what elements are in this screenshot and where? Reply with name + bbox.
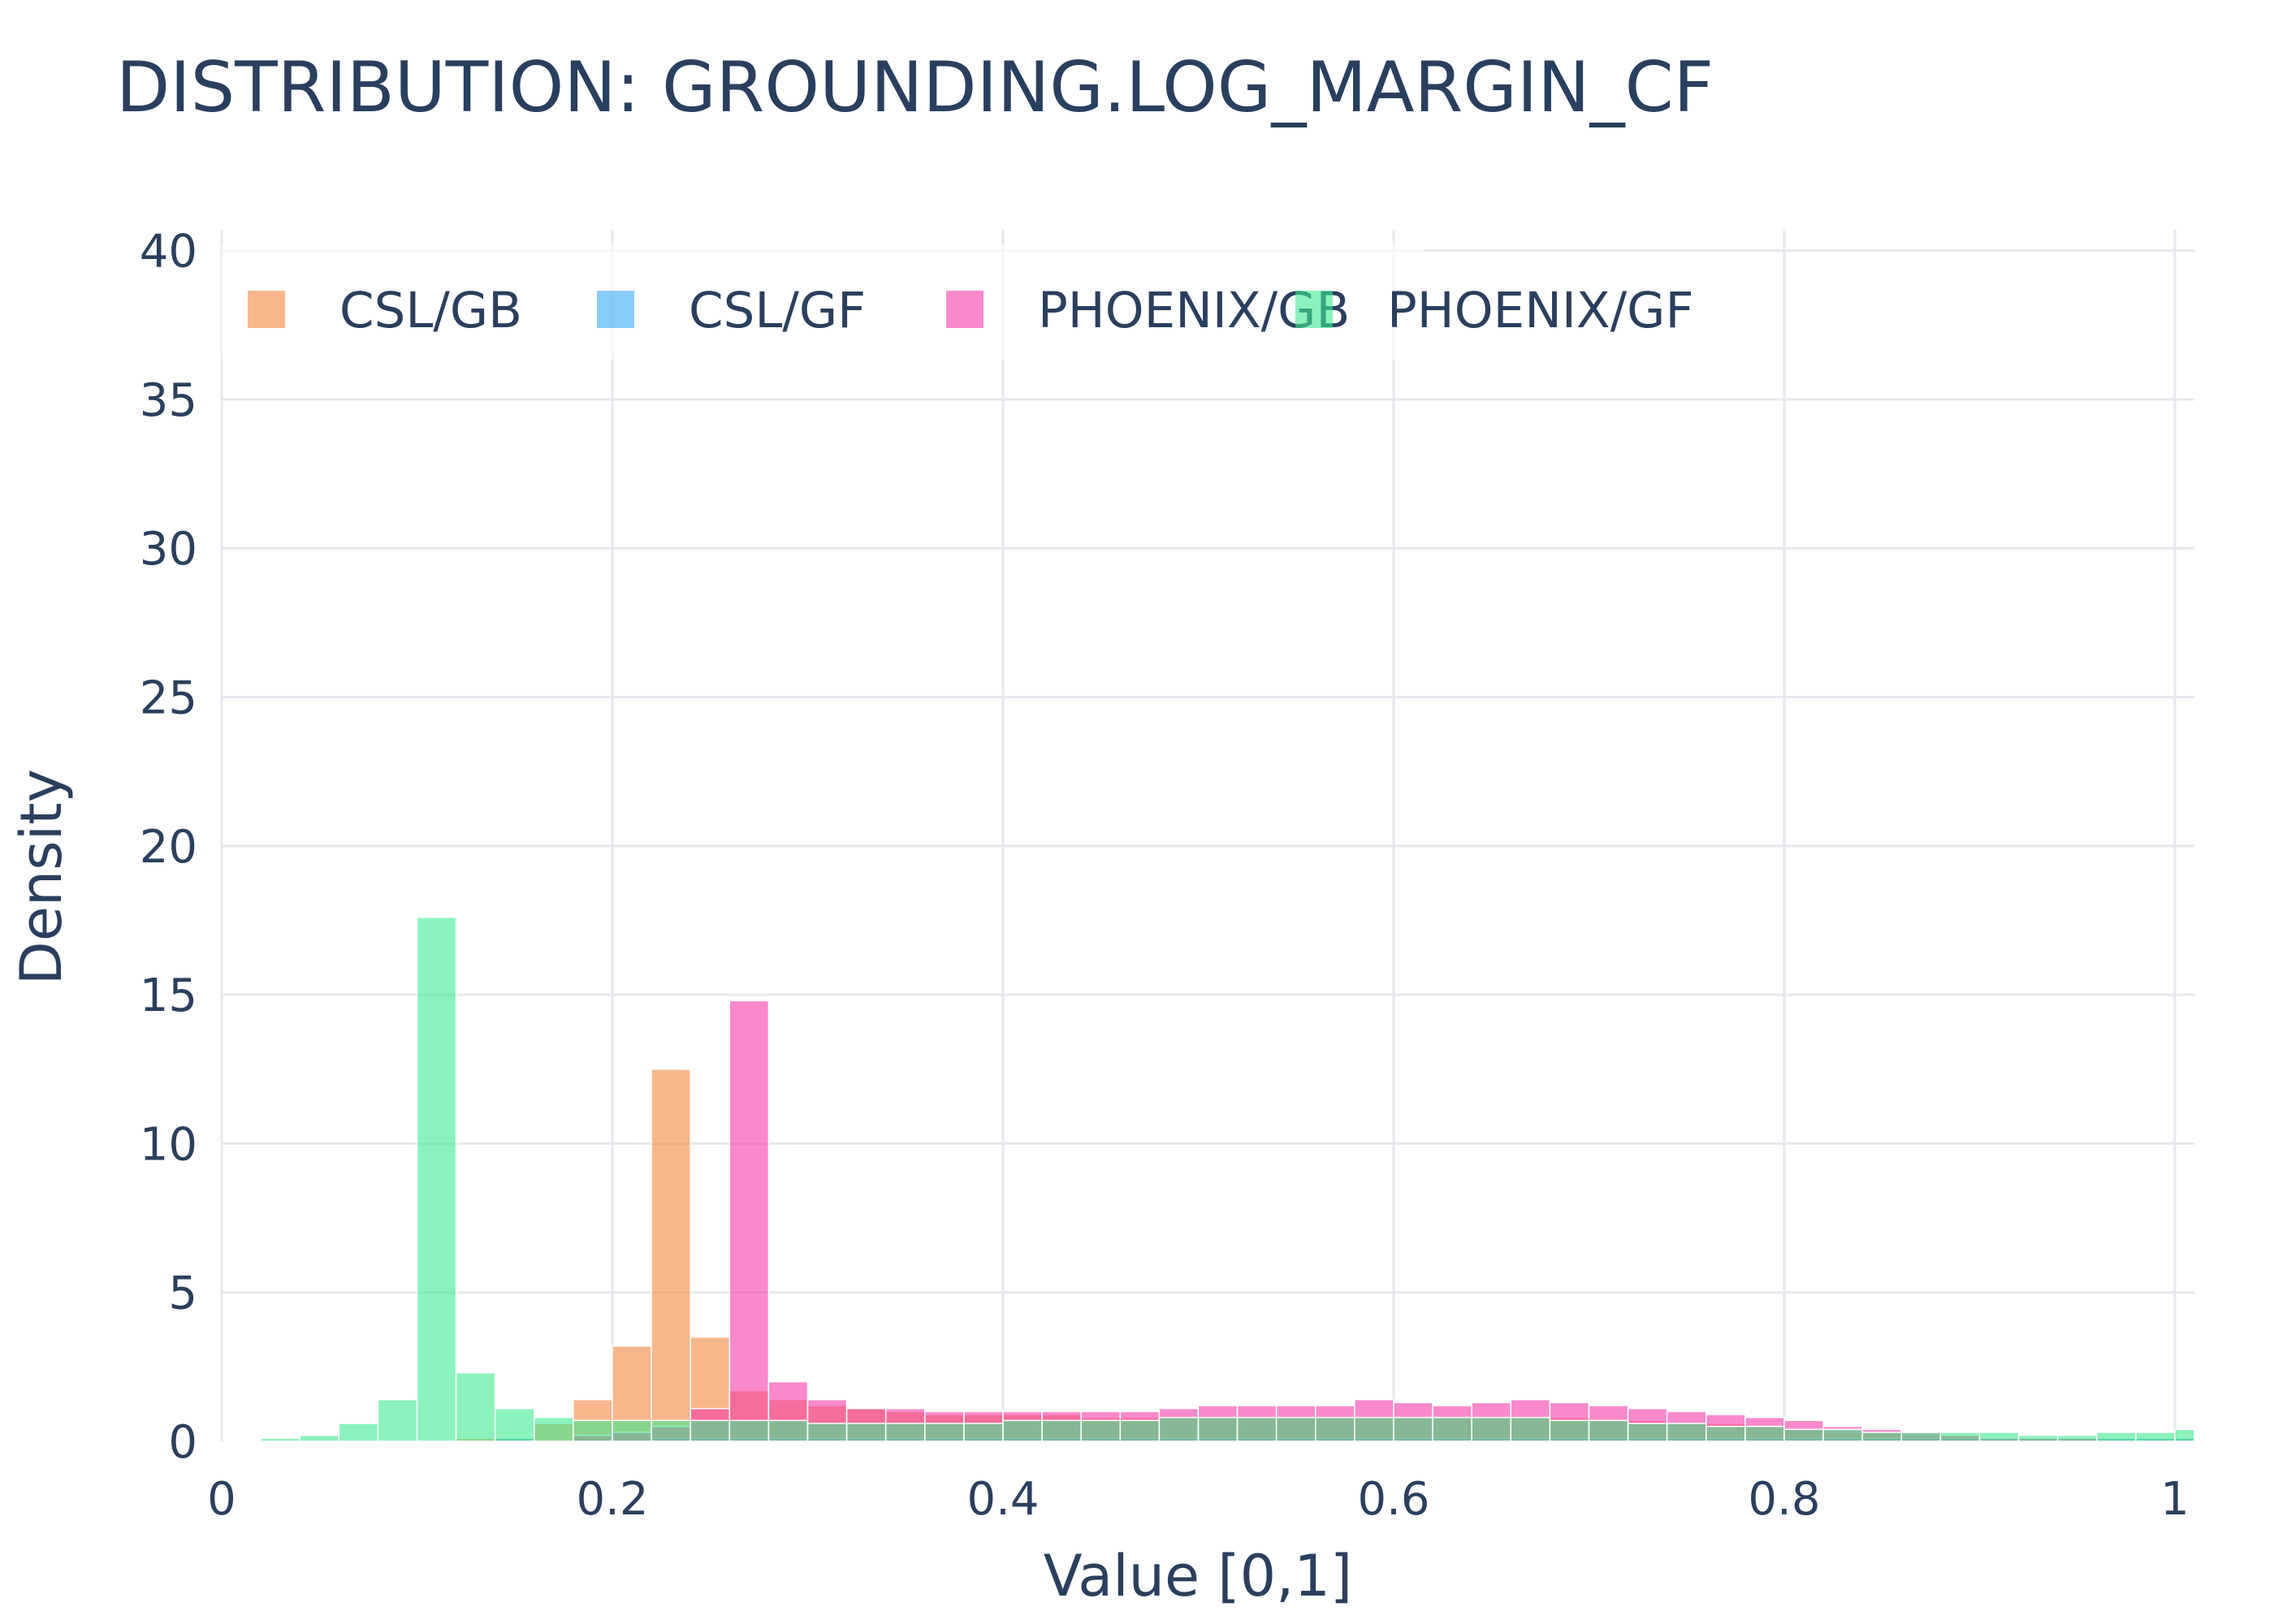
histogram-bar	[2174, 1428, 2195, 1442]
histogram-bar	[534, 1416, 574, 1442]
x-tick-label: 0.2	[576, 1473, 648, 1526]
histogram-bar	[2056, 1434, 2098, 1442]
histogram-bars	[260, 917, 2195, 1442]
histogram-bar	[1393, 1416, 1433, 1442]
y-tick-label: 0	[168, 1416, 197, 1469]
histogram-bar	[1002, 1419, 1043, 1442]
y-tick-label: 25	[140, 672, 197, 725]
histogram-bar	[1275, 1416, 1316, 1442]
histogram-bar	[1236, 1416, 1278, 1442]
legend-label[interactable]: CSL/GF	[689, 282, 866, 339]
histogram-bar	[1041, 1419, 1082, 1442]
histogram-bar	[377, 1398, 418, 1442]
histogram-bar	[1588, 1419, 1629, 1442]
x-axis-title: Value [0,1]	[1044, 1543, 1352, 1609]
y-tick-label: 40	[140, 226, 197, 279]
histogram-bar	[416, 917, 457, 1442]
histogram-bar	[1744, 1425, 1785, 1442]
histogram-bar	[767, 1419, 809, 1442]
histogram-bar	[1471, 1416, 1512, 1442]
histogram-bar	[573, 1419, 613, 1442]
histogram-bar	[338, 1423, 379, 1442]
x-tick-label: 0.8	[1748, 1473, 1820, 1526]
legend-swatch[interactable]	[597, 291, 634, 328]
histogram-bar	[1080, 1419, 1122, 1442]
histogram-bar	[494, 1407, 535, 1442]
legend-item[interactable]: CSL/GF	[597, 282, 866, 339]
histogram-bar	[1315, 1416, 1355, 1442]
histogram-bar	[728, 1000, 770, 1442]
legend-item[interactable]: CSL/GB	[248, 282, 522, 339]
histogram-bar	[728, 1419, 770, 1442]
series-csl-gb	[455, 1069, 2195, 1442]
legend-swatch[interactable]	[1295, 291, 1333, 328]
histogram-bar	[1783, 1428, 1824, 1442]
legend-swatch[interactable]	[248, 291, 285, 328]
histogram-bar	[2096, 1432, 2137, 1442]
series-phoenix-gf	[260, 917, 2195, 1442]
histogram-bar	[1354, 1416, 1394, 1442]
histogram-bar	[1706, 1425, 1746, 1442]
x-tick-label: 0.4	[966, 1473, 1039, 1526]
histogram-bar	[1627, 1423, 1668, 1442]
legend-swatch[interactable]	[946, 291, 984, 328]
histogram-bar	[260, 1437, 300, 1442]
histogram-bar	[1900, 1432, 1942, 1442]
histogram-bar	[806, 1423, 848, 1442]
y-tick-label: 35	[140, 374, 197, 427]
y-tick-label: 15	[140, 970, 197, 1022]
y-tick-label: 30	[140, 523, 197, 576]
histogram-bar	[1549, 1419, 1590, 1442]
histogram-bar	[612, 1419, 652, 1442]
series-phoenix-gb	[573, 1000, 2098, 1442]
histogram-bar	[1822, 1428, 1863, 1442]
histogram-bar	[1158, 1416, 1200, 1442]
histogram-bar	[1197, 1416, 1239, 1442]
histogram-bar	[1666, 1423, 1707, 1442]
histogram-bar	[651, 1069, 691, 1442]
histogram-bar	[1978, 1432, 2020, 1442]
histogram-bar	[690, 1419, 731, 1442]
y-tick-label: 10	[140, 1118, 197, 1171]
histogram-bar	[924, 1423, 965, 1442]
legend-background	[222, 244, 1424, 359]
histogram-bar	[884, 1423, 926, 1442]
histogram-bar	[845, 1423, 887, 1442]
x-tick-label: 1	[2160, 1473, 2190, 1526]
grid-lines	[220, 230, 2194, 1441]
histogram-bar	[1861, 1432, 1903, 1442]
histogram-bar	[455, 1371, 496, 1442]
histogram-bar	[1510, 1416, 1551, 1442]
legend[interactable]: CSL/GB CSL/GF PHOENIX/GB PHOENIX/GF	[222, 244, 1694, 359]
legend-label[interactable]: CSL/GB	[339, 282, 522, 339]
histogram-bar	[1939, 1432, 1981, 1442]
histogram-bar	[651, 1419, 691, 1442]
y-tick-label: 20	[140, 821, 197, 874]
histogram-bar	[1119, 1419, 1161, 1442]
histogram-bar	[299, 1434, 340, 1442]
histogram-bar	[1432, 1416, 1472, 1442]
x-tick-label: 0	[207, 1473, 236, 1526]
x-tick-label: 0.6	[1357, 1473, 1429, 1526]
legend-item[interactable]: PHOENIX/GF	[1295, 282, 1694, 339]
histogram-bar	[2017, 1434, 2059, 1442]
legend-label[interactable]: PHOENIX/GF	[1387, 282, 1694, 339]
y-axis-title: Density	[8, 769, 75, 985]
y-tick-label: 5	[168, 1268, 197, 1320]
histogram-bar	[963, 1423, 1004, 1442]
histogram-bar	[2135, 1432, 2176, 1442]
chart-title: DISTRIBUTION: GROUNDING.LOG_MARGIN_CF	[116, 47, 1714, 128]
axis-ticks: 0 5 10 15 20 25 30 35 40 0 0.2 0.4 0.6 0.8 1	[140, 226, 2190, 1526]
